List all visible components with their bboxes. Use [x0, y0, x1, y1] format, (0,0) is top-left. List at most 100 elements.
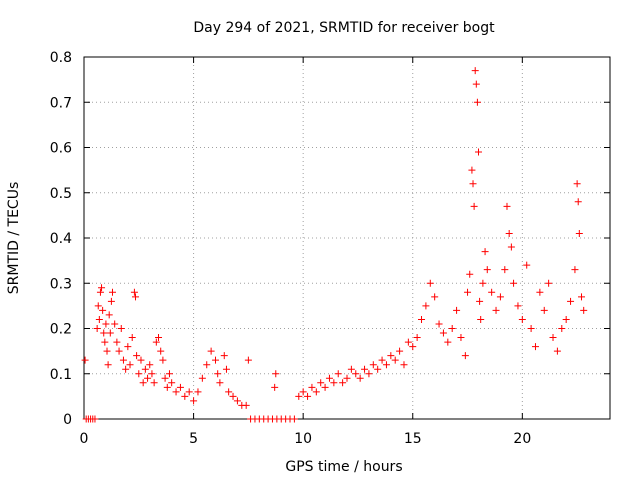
- data-point: [573, 180, 581, 188]
- data-point: [141, 365, 149, 373]
- data-point: [185, 388, 193, 396]
- data-point: [81, 356, 89, 364]
- y-tick-label: 0.3: [50, 276, 72, 292]
- data-point: [222, 365, 230, 373]
- data-point: [471, 67, 479, 75]
- data-point: [334, 370, 342, 378]
- data-point: [396, 347, 404, 355]
- y-tick-label: 0.8: [50, 50, 72, 66]
- data-point: [448, 325, 456, 332]
- data-point: [229, 392, 237, 400]
- data-point: [580, 306, 588, 314]
- data-point: [122, 365, 130, 373]
- data-point: [518, 315, 526, 323]
- data-point: [365, 370, 373, 378]
- data-point: [347, 365, 355, 373]
- data-point: [124, 343, 132, 351]
- data-point: [352, 370, 360, 378]
- data-point: [553, 347, 561, 355]
- data-point: [105, 311, 113, 319]
- data-point: [100, 329, 108, 337]
- data-point: [244, 356, 252, 364]
- x-tick-labels: 0 5 10 15 20: [80, 431, 532, 447]
- y-tick-label: 0.7: [50, 95, 72, 111]
- data-point: [272, 370, 280, 378]
- data-point: [479, 279, 487, 287]
- data-point: [501, 266, 509, 274]
- y-tick-label: 0.5: [50, 186, 72, 202]
- data-point: [457, 334, 465, 342]
- data-point: [242, 401, 250, 409]
- data-point: [103, 347, 111, 355]
- data-point: [409, 343, 417, 351]
- data-point: [113, 338, 121, 346]
- data-point: [139, 379, 147, 387]
- data-point: [431, 293, 439, 301]
- data-point: [531, 343, 539, 351]
- y-tick-label: 0: [63, 412, 72, 428]
- data-point: [148, 370, 156, 378]
- data-point: [161, 374, 169, 382]
- data-point: [95, 315, 103, 323]
- data-point: [472, 80, 480, 88]
- data-point: [165, 370, 173, 378]
- data-point: [96, 288, 104, 296]
- chart-title: Day 294 of 2021, SRMTID for receiver bog…: [193, 20, 495, 36]
- data-point: [233, 397, 241, 405]
- data-point: [468, 166, 476, 174]
- data-point: [146, 361, 154, 369]
- data-point: [567, 297, 575, 305]
- x-tick-label: 20: [513, 431, 531, 447]
- data-point: [426, 279, 434, 287]
- data-point: [104, 361, 112, 369]
- data-point: [413, 334, 421, 342]
- data-point: [496, 293, 504, 301]
- y-axis-label: SRMTID / TECUs: [6, 182, 22, 295]
- data-point: [540, 306, 548, 314]
- data-point: [317, 379, 325, 387]
- data-point: [321, 383, 329, 391]
- data-point: [212, 356, 219, 364]
- data-point: [505, 229, 513, 237]
- data-point: [106, 329, 114, 337]
- data-point: [339, 379, 347, 387]
- data-point: [492, 306, 500, 314]
- data-point: [207, 347, 215, 355]
- data-point: [115, 347, 123, 355]
- data-point: [157, 347, 165, 355]
- data-point: [159, 356, 167, 364]
- data-point: [356, 374, 364, 382]
- data-point: [510, 279, 518, 287]
- x-tick-label: 15: [404, 431, 422, 447]
- data-point: [312, 388, 320, 396]
- data-point: [382, 361, 390, 369]
- data-point: [475, 148, 482, 156]
- data-point: [216, 379, 224, 387]
- x-tick-label: 5: [189, 431, 198, 447]
- data-point: [387, 352, 395, 360]
- data-point: [369, 361, 377, 369]
- data-point: [514, 302, 522, 310]
- data-point: [343, 374, 351, 382]
- data-point: [435, 320, 443, 328]
- data-point: [391, 356, 399, 364]
- data-point: [126, 361, 134, 369]
- data-point: [469, 180, 477, 188]
- data-point: [132, 293, 140, 301]
- data-point: [91, 415, 99, 423]
- y-tick-labels: 0 0.1 0.2 0.3 0.4 0.5 0.6 0.7 0.8: [50, 50, 72, 428]
- data-point: [271, 383, 279, 391]
- axis-ticks: [83, 56, 610, 420]
- data-point: [473, 98, 481, 106]
- data-point: [176, 383, 184, 391]
- data-point: [198, 374, 206, 382]
- data-point: [536, 288, 544, 296]
- data-point: [190, 397, 198, 405]
- plot-frame: [83, 56, 611, 420]
- data-point: [137, 356, 145, 364]
- data-point: [168, 379, 176, 387]
- y-tick-label: 0.1: [50, 367, 72, 383]
- data-point: [523, 261, 531, 269]
- x-tick-label: 0: [80, 431, 89, 447]
